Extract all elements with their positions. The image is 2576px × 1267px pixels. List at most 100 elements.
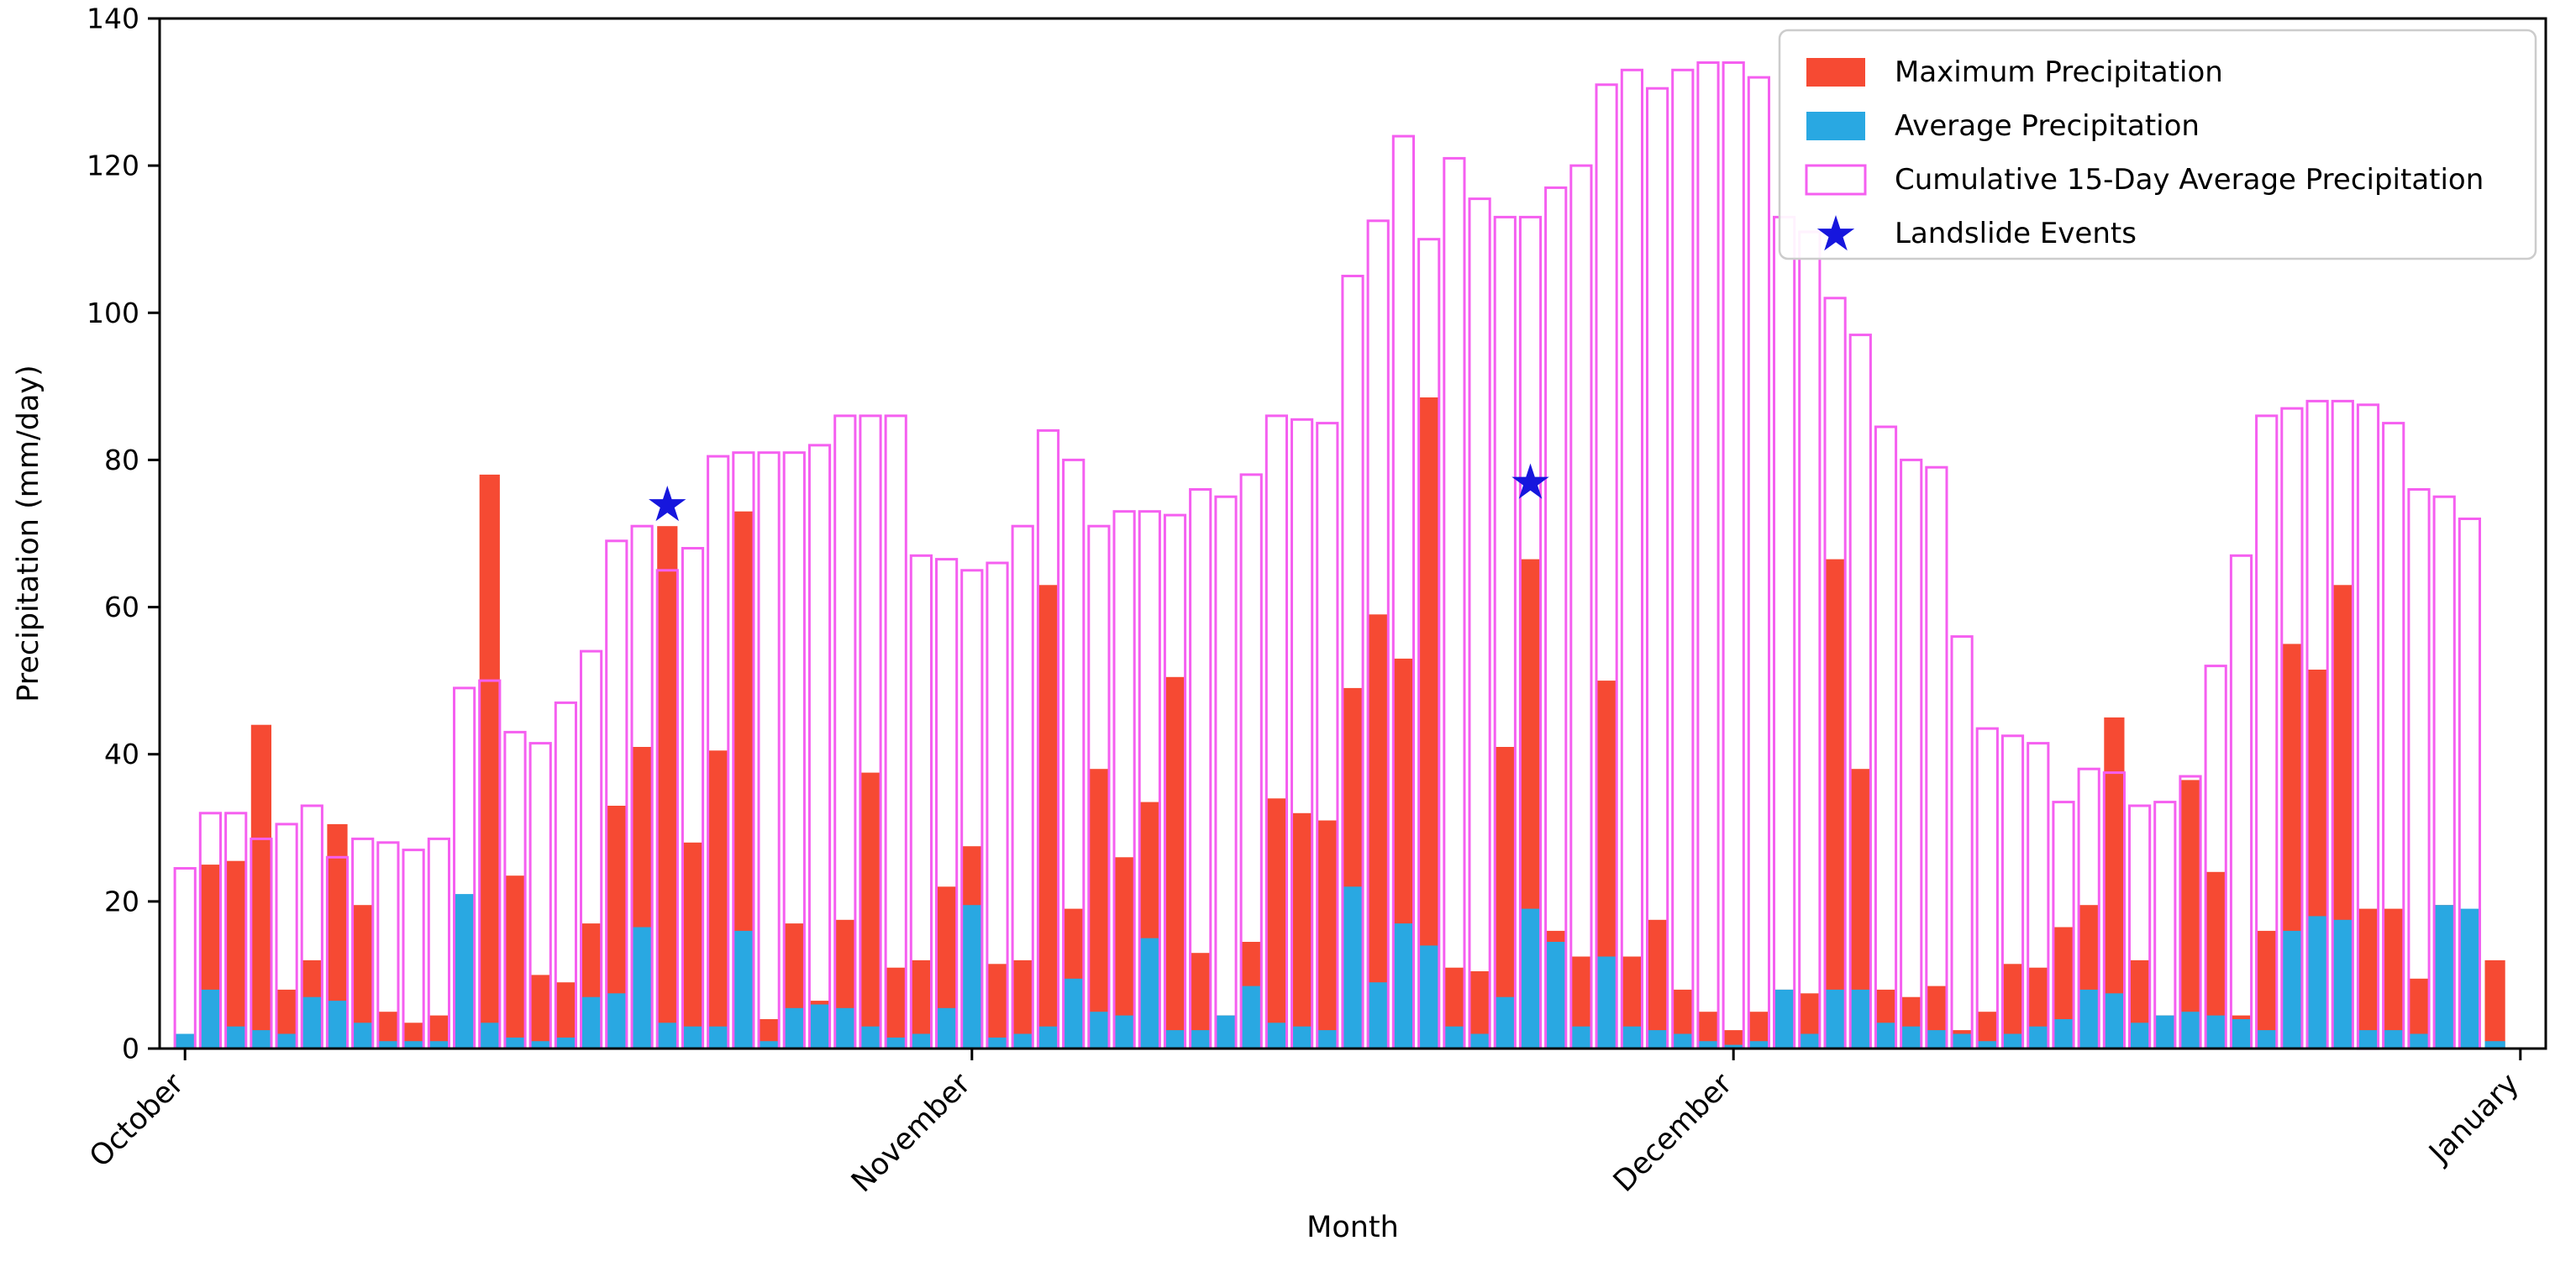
avg-precip-bar: [276, 1033, 297, 1049]
max-precip-bar: [2358, 908, 2379, 1049]
avg-precip-bar: [1495, 996, 1516, 1049]
y-tick-label: 80: [104, 444, 139, 476]
avg-precip-bar: [1570, 1026, 1591, 1049]
avg-precip-bar: [1748, 1041, 1769, 1049]
avg-precip-bar: [2434, 905, 2455, 1049]
landslide-star-icon: ★: [645, 476, 689, 533]
max-precip-bar: [1647, 919, 1668, 1049]
avg-precip-bar: [1368, 982, 1389, 1049]
max-precip-bar: [1418, 397, 1439, 1049]
max-precip-bar: [1266, 798, 1287, 1049]
avg-precip-bar: [225, 1026, 246, 1049]
avg-precip-bar: [2459, 908, 2480, 1049]
avg-precip-bar: [1342, 886, 1364, 1049]
avg-precip-bar: [2002, 1033, 2023, 1049]
max-precip-bar: [1368, 614, 1389, 1049]
max-precip-bar: [682, 842, 703, 1049]
max-precip-bar: [911, 959, 932, 1049]
avg-precip-bar: [2179, 1012, 2201, 1049]
plot-border: [158, 17, 2547, 1050]
avg-precip-bar: [632, 927, 653, 1049]
avg-precip-bar: [1977, 1041, 1998, 1049]
avg-precip-bar: [555, 1037, 576, 1049]
avg-precip-bar: [1164, 1030, 1185, 1049]
avg-precip-bar: [1088, 1012, 1109, 1049]
avg-precip-bar: [886, 1037, 907, 1049]
avg-precip-bar: [1215, 1015, 1237, 1049]
avg-precip-bar: [2383, 1030, 2404, 1049]
avg-precip-bar: [961, 905, 982, 1049]
avg-precip-bar: [1266, 1023, 1287, 1049]
max-precip-bar: [555, 982, 576, 1049]
avg-precip-bar: [1114, 1015, 1135, 1049]
avg-precip-bar: [1291, 1026, 1312, 1049]
max-precip-bar: [1317, 820, 1338, 1049]
avg-precip-bar: [2484, 1041, 2505, 1049]
avg-precip-bar: [175, 1033, 196, 1049]
avg-precip-bar: [834, 1007, 855, 1049]
y-axis: 0 20 40 60 80 100 120 140: [87, 3, 160, 1065]
avg-precip-bar: [2104, 993, 2125, 1049]
avg-precip-bar: [1697, 1041, 1719, 1049]
max-precip-bar: [1088, 769, 1109, 1049]
legend-swatch-filled: [1806, 58, 1865, 87]
avg-precip-bar: [377, 1041, 398, 1049]
avg-precip-bar: [2408, 1033, 2430, 1049]
max-precip-bar: [860, 772, 881, 1049]
avg-precip-bar: [1443, 1026, 1464, 1049]
avg-precip-bar: [1063, 978, 1084, 1049]
avg-precip-bar: [936, 1007, 957, 1049]
max-precip-bar: [1038, 585, 1059, 1049]
avg-precip-bar: [428, 1041, 449, 1049]
avg-precip-bar: [403, 1041, 424, 1049]
avg-precip-bar: [1418, 945, 1439, 1049]
avg-precip-bar: [2027, 1026, 2048, 1049]
legend-label: Cumulative 15-Day Average Precipitation: [1895, 163, 2484, 197]
avg-precip-bar: [530, 1041, 551, 1049]
avg-precip-bar: [1545, 942, 1566, 1049]
max-precip-bar: [986, 964, 1008, 1049]
avg-precip-bar: [657, 1023, 678, 1049]
avg-precip-bar: [250, 1030, 271, 1049]
avg-precip-bar: [2079, 989, 2100, 1049]
avg-precip-bar: [1012, 1033, 1033, 1049]
avg-precip-bar: [759, 1041, 780, 1049]
max-precip-bar: [530, 975, 551, 1049]
avg-precip-bar: [809, 1004, 830, 1049]
avg-precip-bar: [2129, 1023, 2150, 1049]
avg-precip-bar: [1241, 986, 1262, 1049]
max-precip-bar: [1723, 1030, 1744, 1049]
avg-precip-bar: [1926, 1030, 1947, 1049]
avg-precip-bar: [1622, 1026, 1643, 1049]
avg-precip-bar: [1799, 1033, 1820, 1049]
avg-precip-bar: [1393, 923, 1414, 1049]
y-axis-title: Precipitation (mm/day): [12, 365, 45, 702]
legend-label: Landslide Events: [1895, 217, 2137, 250]
legend-star-icon: ★: [1814, 205, 1858, 262]
avg-precip-bar: [2307, 916, 2328, 1049]
avg-precip-bar: [1825, 989, 1846, 1049]
legend-swatch-outline: [1805, 164, 1867, 196]
avg-precip-bar: [2205, 1015, 2226, 1049]
avg-precip-bar: [1520, 908, 1541, 1049]
avg-precip-bar: [479, 1023, 500, 1049]
y-tick-label: 100: [87, 297, 139, 329]
avg-precip-bar: [352, 1023, 373, 1049]
max-precip-bar: [707, 750, 728, 1049]
max-precip-bar: [2256, 930, 2277, 1049]
y-tick-label: 20: [104, 885, 139, 917]
legend: Maximum Precipitation Average Precipitati…: [1778, 29, 2537, 262]
max-precip-bar: [504, 875, 526, 1049]
max-precip-bar: [1291, 812, 1312, 1049]
avg-precip-bar: [707, 1026, 728, 1049]
avg-precip-bar: [1900, 1026, 1921, 1049]
avg-precip-bar: [1672, 1033, 1693, 1049]
avg-precip-bar: [302, 996, 323, 1049]
legend-swatch-filled: [1806, 112, 1865, 140]
avg-precip-bar: [784, 1007, 805, 1049]
max-precip-bar: [250, 724, 271, 1049]
avg-precip-bar: [1317, 1030, 1338, 1049]
avg-precip-bar: [1952, 1033, 1973, 1049]
avg-precip-bar: [2256, 1030, 2277, 1049]
